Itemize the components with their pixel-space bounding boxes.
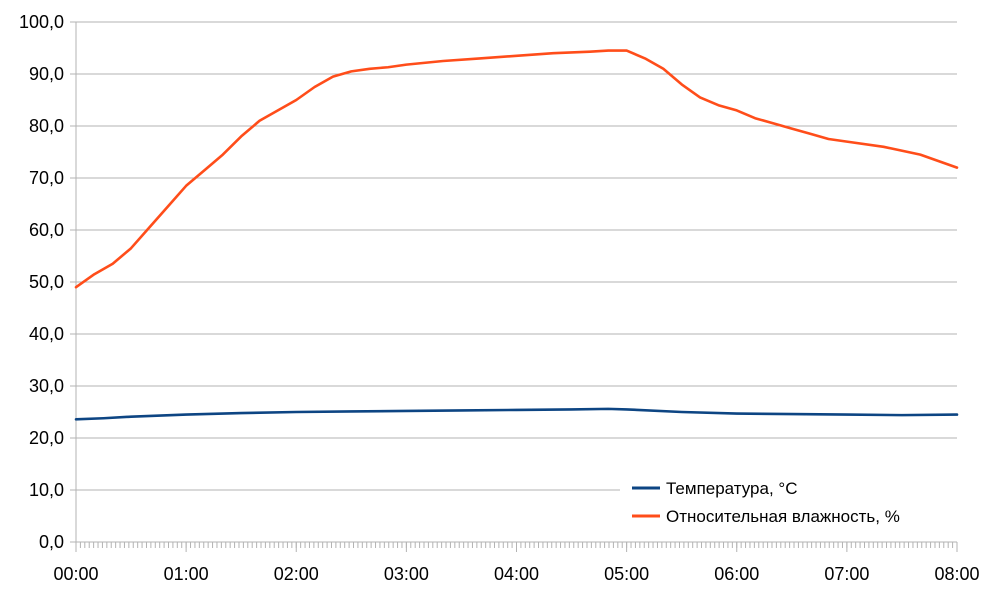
legend-label-humidity: Относительная влажность, % — [666, 507, 900, 526]
legend-background — [620, 470, 960, 534]
y-tick-label: 40,0 — [29, 324, 64, 344]
x-tick-label: 02:00 — [274, 564, 319, 584]
y-axis-tick-labels: 0,0 10,0 20,0 30,0 40,0 50,0 60,0 70,0 80,0 90,0 1… — [19, 12, 64, 552]
y-tick-label: 60,0 — [29, 220, 64, 240]
series-humidity-line — [74, 49, 959, 289]
legend: Температура, °C Относительная влажность,… — [620, 470, 960, 534]
x-tick-label: 03:00 — [384, 564, 429, 584]
x-tick-label: 05:00 — [604, 564, 649, 584]
x-minor-tick-marks — [75, 542, 958, 548]
x-axis-tick-labels: 00:00 01:00 02:00 03:00 04:00 05:00 06:00 07:00… — [53, 542, 980, 584]
x-axis-minor-ticks — [75, 542, 958, 548]
x-tick-label: 07:00 — [824, 564, 869, 584]
y-tick-label: 90,0 — [29, 64, 64, 84]
series-temperature-line — [74, 407, 959, 421]
y-tick-label: 10,0 — [29, 480, 64, 500]
y-tick-label: 20,0 — [29, 428, 64, 448]
x-tick-label: 06:00 — [714, 564, 759, 584]
y-tick-label: 80,0 — [29, 116, 64, 136]
y-tick-label: 70,0 — [29, 168, 64, 188]
x-tick-label: 04:00 — [494, 564, 539, 584]
y-tick-label: 50,0 — [29, 272, 64, 292]
grid — [70, 21, 957, 543]
x-tick-label: 01:00 — [164, 564, 209, 584]
x-tick-label: 08:00 — [934, 564, 979, 584]
y-tick-label: 30,0 — [29, 376, 64, 396]
legend-label-temperature: Температура, °C — [666, 479, 797, 498]
series-lines — [74, 49, 959, 421]
y-tick-label: 0,0 — [39, 532, 64, 552]
x-tick-label: 00:00 — [53, 564, 98, 584]
y-tick-label: 100,0 — [19, 12, 64, 32]
